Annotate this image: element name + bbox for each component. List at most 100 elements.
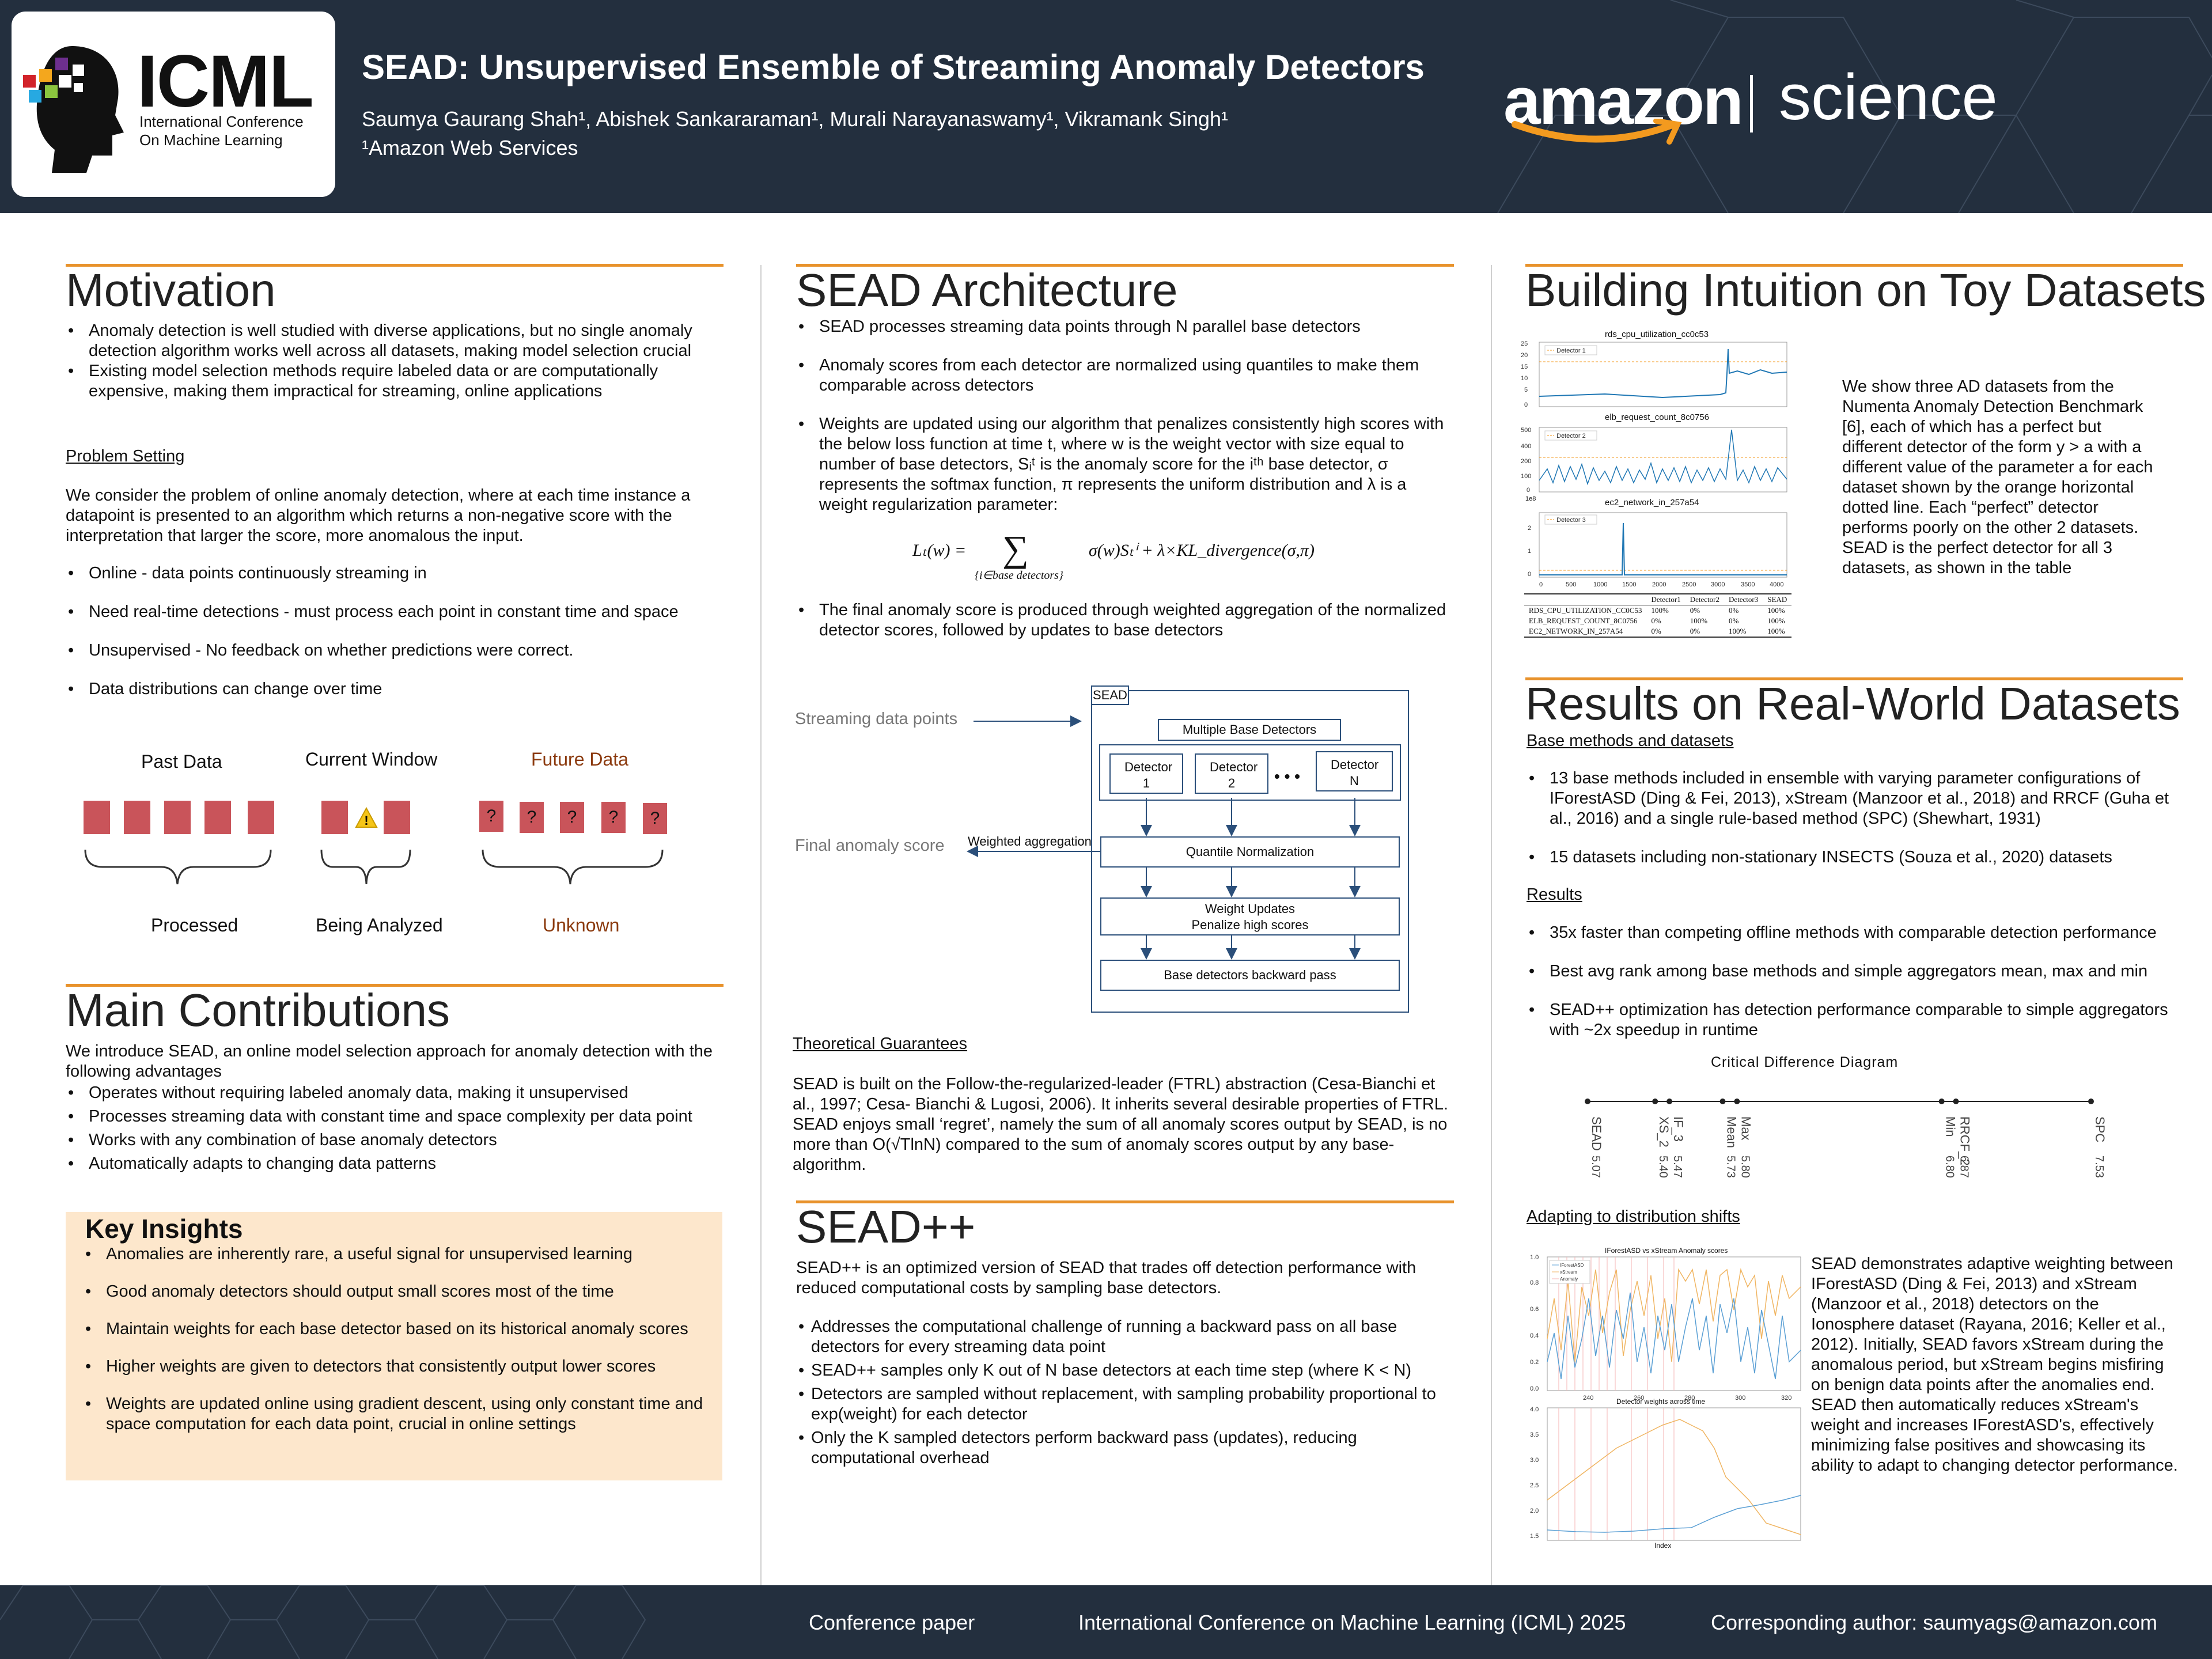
poster-title: SEAD: Unsupervised Ensemble of Streaming… bbox=[362, 48, 1425, 86]
plot-title: IForestASD vs xStream Anomaly scores bbox=[1605, 1247, 1728, 1255]
table-cell: 0% bbox=[1729, 616, 1739, 625]
backward-pass: Base detectors backward pass bbox=[1100, 960, 1400, 991]
cd-point bbox=[1938, 1099, 1945, 1104]
svg-text:3.0: 3.0 bbox=[1530, 1457, 1539, 1464]
plot-title: Detector weights across time bbox=[1616, 1397, 1706, 1406]
data-timeline-figure: Past Data Current Window Future Data ! ?… bbox=[75, 743, 714, 950]
svg-text:100: 100 bbox=[1521, 473, 1531, 480]
quantile-normalization: Quantile Normalization bbox=[1100, 836, 1400, 868]
svg-text:5: 5 bbox=[1524, 387, 1528, 393]
cd-rank-label: 5.80 bbox=[1738, 1156, 1751, 1178]
affiliation: ¹Amazon Web Services bbox=[362, 136, 578, 160]
final-score-label: Final anomaly score bbox=[795, 836, 945, 855]
past-block bbox=[248, 801, 274, 834]
column-divider-1 bbox=[760, 265, 762, 1590]
svg-text:500: 500 bbox=[1566, 581, 1576, 588]
list-item: Detectors are sampled without replacemen… bbox=[796, 1384, 1453, 1425]
icml-logo: ICML International Conference On Machine… bbox=[12, 12, 335, 197]
list-item: Anomalies are inherently rare, a useful … bbox=[83, 1244, 711, 1264]
cd-axis: SEAD 5.07 XS_2 5.40 IF_3 5.47 Mean 5.73 Max 5.80 M… bbox=[1585, 1099, 2107, 1178]
table-cell: ELB_REQUEST_COUNT_8C0756 bbox=[1529, 616, 1638, 625]
list-item: Weights are updated online using gradien… bbox=[83, 1394, 711, 1434]
amazon-smile-icon bbox=[1512, 119, 1682, 145]
processed-label: Processed bbox=[151, 915, 238, 935]
sead-container bbox=[1091, 690, 1409, 1013]
detector-2: Detector 2 bbox=[1195, 753, 1268, 794]
cd-method-label: IF_3 bbox=[1671, 1116, 1685, 1142]
weighted-aggregation-label: Weighted aggregation bbox=[968, 834, 1092, 849]
list-item: Existing model selection methods require… bbox=[66, 361, 722, 402]
svg-text:320: 320 bbox=[1781, 1395, 1791, 1402]
penalize-label: Penalize high scores bbox=[1191, 918, 1309, 932]
cd-rank-label: 5.47 bbox=[1671, 1156, 1684, 1178]
svg-text:xStream: xStream bbox=[1560, 1270, 1577, 1275]
svg-text:1000: 1000 bbox=[1593, 581, 1607, 588]
diagram-arrows bbox=[967, 715, 1361, 960]
results-subheading: Results bbox=[1527, 885, 1582, 904]
problem-setting-heading: Problem Setting bbox=[66, 447, 185, 465]
table-cell: 100% bbox=[1690, 616, 1708, 625]
past-block bbox=[204, 801, 231, 834]
adapt-text: SEAD demonstrates adaptive weighting bet… bbox=[1811, 1255, 2178, 1475]
table-cell: 100% bbox=[1651, 606, 1669, 615]
theory-text: SEAD is built on the Follow-the-regulari… bbox=[793, 1075, 1449, 1174]
cd-point bbox=[1652, 1099, 1658, 1104]
list-item: SEAD++ optimization has detection perfor… bbox=[1527, 1000, 2189, 1040]
past-block bbox=[84, 801, 110, 834]
toy-results-table: Detector1 Detector2 Detector3 SEAD RDS_C… bbox=[1524, 593, 1792, 638]
list-item: Best avg rank among base methods and sim… bbox=[1527, 961, 2189, 982]
table-header-cell: Detector1 bbox=[1651, 595, 1681, 604]
contributions-rule bbox=[66, 984, 724, 987]
adaptation-lines: IForestASD xStream Anomaly 1.0 0.8 0.6 0… bbox=[1530, 1254, 1801, 1541]
svg-text:3500: 3500 bbox=[1741, 581, 1755, 588]
table-cell: 0% bbox=[1729, 606, 1739, 615]
architecture-rule bbox=[796, 264, 1454, 267]
list-item: Anomaly scores from each detector are no… bbox=[796, 355, 1453, 396]
column-divider-2 bbox=[1491, 265, 1492, 1590]
list-item: Works with any combination of base anoma… bbox=[66, 1130, 722, 1150]
cd-method-label: SPC bbox=[2093, 1116, 2107, 1142]
list-item: Higher weights are given to detectors th… bbox=[83, 1357, 711, 1377]
list-item: Maintain weights for each base detector … bbox=[83, 1319, 711, 1339]
adaptation-plots: IForestASD vs xStream Anomaly scores Det… bbox=[1518, 1247, 1818, 1558]
architecture-bullets-2: The final anomaly score is produced thro… bbox=[796, 600, 1453, 641]
icml-subtitle-line2: On Machine Learning bbox=[139, 131, 283, 149]
contributions-bullets: Operates without requiring labeled anoma… bbox=[66, 1083, 722, 1174]
table-cell: 0% bbox=[1651, 616, 1661, 625]
list-item: Processes streaming data with constant t… bbox=[66, 1107, 722, 1127]
theory-heading: Theoretical Guarantees bbox=[793, 1035, 968, 1053]
unknown-label: Unknown bbox=[543, 915, 620, 935]
current-block bbox=[321, 801, 348, 834]
cd-point bbox=[1734, 1099, 1740, 1104]
list-item: 13 base methods included in ensemble wit… bbox=[1527, 768, 2183, 829]
svg-text:Anomaly: Anomaly bbox=[1560, 1277, 1578, 1282]
list-item: SEAD processes streaming data points thr… bbox=[796, 317, 1453, 337]
detector-1: Detector 1 bbox=[1109, 753, 1183, 794]
results-rule bbox=[1525, 677, 2183, 680]
svg-text:500: 500 bbox=[1521, 427, 1531, 434]
svg-text:IForestASD: IForestASD bbox=[1560, 1263, 1584, 1268]
svg-text:260: 260 bbox=[1634, 1395, 1644, 1402]
future-block: ? bbox=[643, 803, 667, 834]
table-cell: 100% bbox=[1729, 627, 1747, 635]
svg-text:400: 400 bbox=[1521, 443, 1531, 450]
adapt-heading: Adapting to distribution shifts bbox=[1527, 1207, 1740, 1226]
footer-contact: Corresponding author: saumyags@amazon.co… bbox=[1711, 1611, 2157, 1634]
being-analyzed-label: Being Analyzed bbox=[316, 915, 443, 935]
cd-method-label: SEAD bbox=[1589, 1116, 1604, 1151]
svg-text:1500: 1500 bbox=[1622, 581, 1636, 588]
weight-updates: Weight Updates Penalize high scores bbox=[1100, 897, 1400, 935]
list-item: Anomaly detection is well studied with d… bbox=[66, 321, 722, 361]
cd-method-label: Min bbox=[1944, 1116, 1958, 1137]
footer-hexagon-pattern bbox=[0, 1585, 646, 1659]
warning-icon: ! bbox=[355, 806, 378, 828]
author-list: Saumya Gaurang Shah¹, Abishek Sankararam… bbox=[362, 107, 1229, 131]
equation-rhs: σ(w)Sₜⁱ + λ×KL_divergence(σ,π) bbox=[1089, 541, 1315, 560]
list-item: 35x faster than competing offline method… bbox=[1527, 923, 2189, 943]
svg-text:0.2: 0.2 bbox=[1530, 1359, 1539, 1366]
table-header-cell: Detector2 bbox=[1690, 595, 1719, 604]
key-insights-box: Key Insights Anomalies are inherently ra… bbox=[66, 1212, 722, 1480]
list-item: Unsupervised - No feedback on whether pr… bbox=[66, 641, 722, 661]
problem-setting-text: We consider the problem of online anomal… bbox=[66, 486, 691, 545]
svg-text:0: 0 bbox=[1528, 571, 1531, 578]
